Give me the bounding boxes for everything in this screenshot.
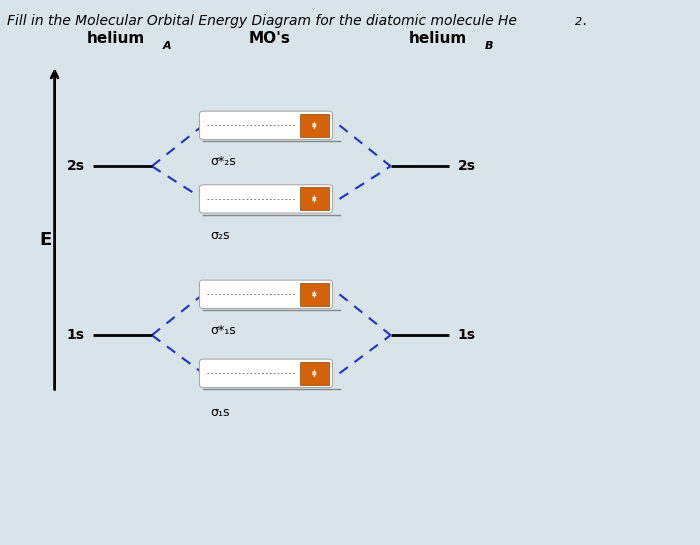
Text: B: B [484, 41, 493, 51]
Text: 1s: 1s [458, 328, 476, 342]
Text: helium: helium [86, 31, 145, 46]
FancyBboxPatch shape [199, 359, 332, 387]
Bar [300, 114, 329, 137]
Text: E: E [39, 231, 52, 249]
Text: 1s: 1s [66, 328, 85, 342]
Text: σ*₂s: σ*₂s [210, 155, 236, 168]
Text: 2s: 2s [458, 159, 476, 173]
Text: MO's: MO's [248, 31, 290, 46]
Text: 2s: 2s [66, 159, 85, 173]
Text: 2: 2 [575, 17, 582, 27]
FancyBboxPatch shape [199, 280, 332, 308]
FancyBboxPatch shape [199, 185, 332, 213]
Text: helium: helium [408, 31, 467, 46]
Bar [300, 187, 329, 210]
Text: .: . [582, 14, 586, 28]
Text: Fill in the Molecular Orbital Energy Diagram for the diatomic molecule He: Fill in the Molecular Orbital Energy Dia… [7, 14, 517, 28]
Text: σ*₁s: σ*₁s [210, 324, 236, 337]
Bar [300, 283, 329, 306]
Text: σ₂s: σ₂s [210, 229, 230, 242]
FancyBboxPatch shape [199, 111, 332, 140]
Text: A: A [162, 41, 171, 51]
Bar [300, 362, 329, 385]
Text: σ₁s: σ₁s [210, 406, 230, 419]
